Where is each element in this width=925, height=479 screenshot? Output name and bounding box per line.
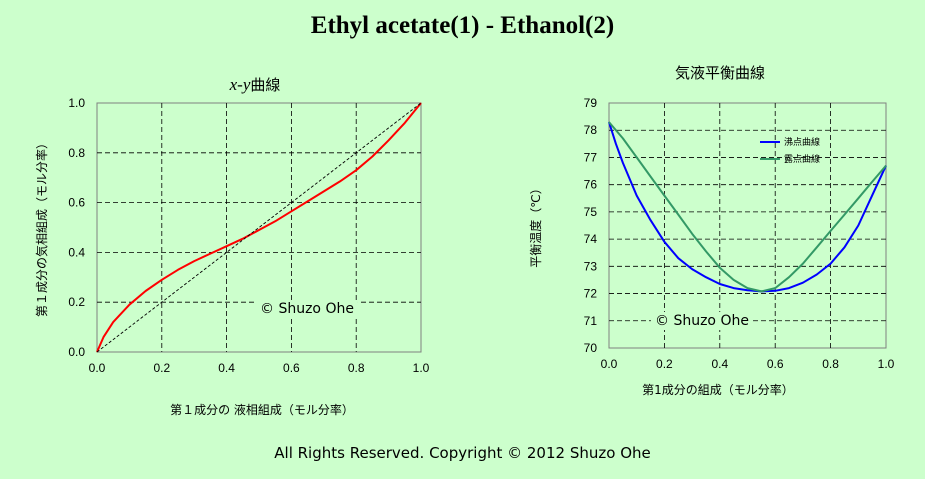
- y-tick-label: 73: [584, 259, 598, 273]
- y-tick-label: 72: [584, 287, 598, 301]
- x-axis-label: 第1成分の組成（モル分率）: [642, 382, 794, 397]
- x-tick-label: 0.0: [601, 357, 618, 371]
- y-tick-label: 0.4: [68, 245, 85, 259]
- series-line-1: [96, 102, 422, 353]
- x-tick-label: 1.0: [413, 361, 430, 375]
- watermark-background: [651, 312, 753, 330]
- x-tick-label: 0.2: [656, 357, 673, 371]
- y-tick-label: 70: [584, 341, 598, 355]
- series-line-2: [608, 121, 887, 293]
- watermark-background: [256, 300, 358, 318]
- x-tick-label: 0.0: [89, 361, 106, 375]
- y-tick-label: 77: [584, 150, 598, 164]
- series-line-1: [608, 121, 887, 293]
- watermark-text: © Shuzo Ohe: [655, 313, 749, 329]
- x-tick-label: 0.8: [822, 357, 839, 371]
- x-axis-label: 第１成分の 液相組成（モル分率）: [170, 402, 354, 417]
- plot-area: [608, 102, 887, 349]
- chart-1: 0.0 0.2 0.4 0.6 0.8 1.0 0.0 0.2 0.4 0.6 0.8 1.0 x-y曲…: [34, 75, 430, 417]
- y-tick-label: 0.8: [68, 146, 85, 160]
- legend-label: 露点曲線: [784, 153, 820, 165]
- y-tick-label: 79: [584, 96, 598, 110]
- x-tick-label: 1.0: [878, 357, 895, 371]
- x-tick-label: 0.6: [767, 357, 784, 371]
- x-tick-label: 0.2: [153, 361, 170, 375]
- y-tick-label: 75: [584, 205, 598, 219]
- copyright-footer: All Rights Reserved. Copyright © 2012 Sh…: [274, 444, 651, 462]
- y-axis-label: 第１成分の気相組成（モル分率）: [34, 137, 49, 317]
- x-tick-label: 0.4: [218, 361, 235, 375]
- chart-title: 気液平衡曲線: [675, 64, 765, 82]
- y-tick-label: 0.6: [68, 196, 85, 210]
- y-tick-label: 78: [584, 123, 598, 137]
- y-tick-label: 74: [584, 232, 598, 246]
- y-tick-label: 1.0: [68, 96, 85, 110]
- x-tick-label: 0.4: [711, 357, 728, 371]
- diagonal-reference-line: [96, 102, 422, 353]
- chart-2: 0.0 0.2 0.4 0.6 0.8 1.0 70 71 72 73 74 75 76 77 78 79 気液…: [528, 64, 895, 397]
- legend-label: 沸点曲線: [784, 136, 820, 148]
- page-title: Ethyl acetate(1) - Ethanol(2): [310, 12, 615, 39]
- y-axis-label: 平衡温度（℃）: [528, 182, 543, 267]
- x-tick-label: 0.8: [348, 361, 365, 375]
- y-tick-label: 0.0: [68, 345, 85, 359]
- watermark-text: © Shuzo Ohe: [260, 301, 354, 317]
- y-tick-label: 0.2: [68, 295, 85, 309]
- y-tick-label: 71: [584, 314, 598, 328]
- y-tick-label: 76: [584, 178, 598, 192]
- chart-title: x-y曲線: [229, 75, 281, 94]
- x-tick-label: 0.6: [283, 361, 300, 375]
